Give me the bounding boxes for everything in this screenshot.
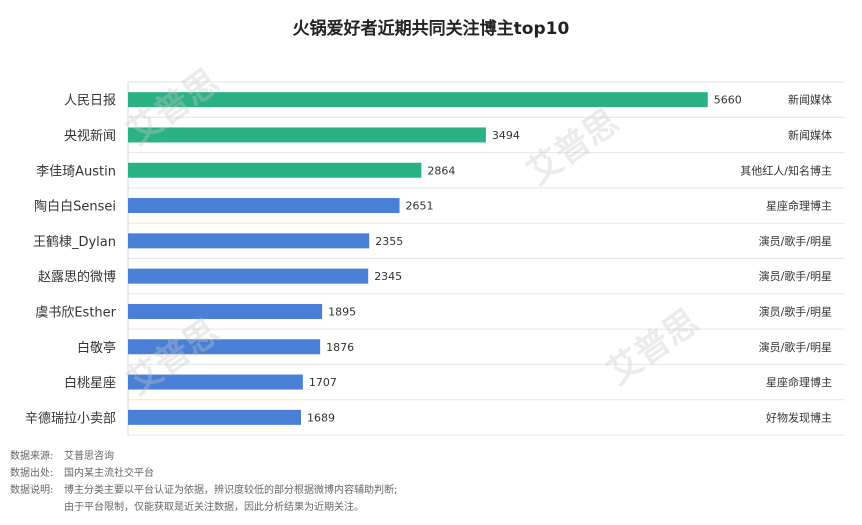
footer-note-row-2: 由于平台限制，仅能获取是近关注数据，因此分析结果为近期关注。 (10, 499, 397, 516)
data-label: 1707 (309, 376, 337, 389)
y-tick-label: 赵露思的微博 (38, 269, 116, 285)
footer-origin-row: 数据出处: 国内某主流社交平台 (10, 465, 397, 482)
chart-title: 火锅爱好者近期共同关注博主top10 (292, 19, 570, 39)
footer-note-row: 数据说明: 博主分类主要以平台认证为依据，辨识度较低的部分根据微博内容辅助判断; (10, 482, 397, 499)
data-label: 2345 (374, 270, 402, 283)
data-label: 1876 (326, 341, 354, 354)
footer-source-value: 艾普思咨询 (64, 451, 114, 462)
data-label: 5660 (714, 94, 742, 107)
category-tag: 好物发现博主 (766, 410, 832, 424)
category-tag: 新闻媒体 (788, 128, 832, 142)
y-tick-label: 虞书欣Esther (35, 305, 116, 320)
footer-source-label: 数据来源: (10, 451, 54, 462)
chart-footer: 数据来源: 艾普思咨询 数据出处: 国内某主流社交平台 数据说明: 博主分类主要以平台… (10, 448, 397, 516)
bar (128, 409, 302, 425)
y-tick-label: 央视新闻 (64, 128, 116, 144)
category-tag: 演员/歌手/明星 (759, 304, 832, 318)
y-tick-label: 人民日报 (64, 94, 116, 109)
data-label: 2651 (406, 200, 434, 213)
bar (128, 339, 321, 355)
y-tick-label: 李佳琦Austin (36, 164, 116, 179)
bar (128, 92, 708, 108)
data-label: 1689 (307, 411, 335, 424)
bar (128, 374, 303, 390)
category-tag: 其他红人/知名博主 (740, 163, 832, 177)
data-label: 2355 (375, 235, 403, 248)
category-tag: 星座命理博主 (766, 199, 832, 213)
bar (128, 233, 370, 249)
bar (128, 268, 369, 284)
y-tick-label: 王鹤棣_Dylan (33, 234, 116, 250)
data-label: 3494 (492, 129, 520, 142)
category-tag: 新闻媒体 (788, 93, 832, 107)
footer-origin-value: 国内某主流社交平台 (64, 468, 154, 479)
data-label: 2864 (427, 164, 455, 177)
bar (128, 127, 486, 143)
bar (128, 162, 422, 178)
footer-origin-label: 数据出处: (10, 468, 54, 479)
data-label: 1895 (328, 305, 356, 318)
footer-note-line2: 由于平台限制，仅能获取是近关注数据，因此分析结果为近期关注。 (64, 502, 364, 513)
footer-note-line1: 博主分类主要以平台认证为依据，辨识度较低的部分根据微博内容辅助判断; (64, 485, 398, 496)
y-tick-label: 辛德瑞拉小卖部 (25, 411, 116, 426)
bar (128, 303, 323, 319)
category-tag: 演员/歌手/明星 (759, 234, 832, 248)
footer-note-label: 数据说明: (10, 485, 54, 496)
bar (128, 198, 400, 214)
y-tick-label: 白桃星座 (64, 375, 116, 391)
y-tick-label: 陶白白Sensei (34, 199, 116, 215)
y-tick-label: 白敬亭 (77, 340, 116, 356)
category-tag: 星座命理博主 (766, 375, 832, 389)
category-tag: 演员/歌手/明星 (759, 340, 832, 354)
category-tag: 演员/歌手/明星 (759, 269, 832, 283)
footer-source-row: 数据来源: 艾普思咨询 (10, 448, 397, 465)
